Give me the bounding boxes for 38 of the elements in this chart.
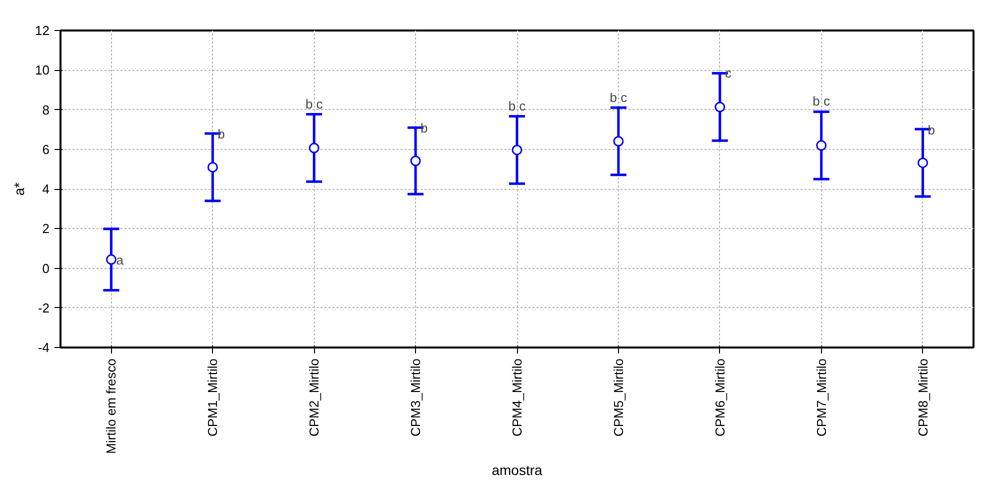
y-tick-label: 0 [42,260,50,276]
x-tick-label: CPM7_Mirtilo [814,358,829,437]
point [308,142,320,154]
y-tick-label: 2 [42,221,50,236]
annotation: b c [508,98,526,114]
point [816,140,827,151]
y-tick-label: 6 [42,142,50,157]
point [207,162,218,172]
y-tick-label: 10 [35,62,50,78]
y-tick-label: -4 [38,340,50,355]
x-tick-label: CPM2_Mirtilo [306,358,322,437]
point [512,144,522,156]
annotation: b [928,122,936,138]
x-tick-label: CPM8_Mirtilo [915,358,930,437]
y-tick-label: 8 [42,102,50,118]
x-tick-label: CPM1_Mirtilo [205,358,220,437]
point [918,158,928,168]
x-tick-label: Mirtilo em fresco [104,358,119,454]
x-axis-title: amostra [492,462,542,478]
annotation: b c [812,94,831,109]
point [106,254,116,265]
annotation: c [724,66,732,81]
annotation: b c [305,96,324,112]
y-tick-label: -2 [38,300,50,316]
annotation: b c [610,90,628,105]
x-tick-label: CPM4_Mirtilo [510,358,524,437]
annotation: b [420,120,428,136]
annotation: a [116,252,124,268]
x-tick-label: CPM6_Mirtilo [712,358,728,437]
point [410,156,421,166]
y-axis-title: a* [11,182,28,196]
y-tick-label: 12 [35,23,50,38]
point [714,102,726,112]
x-tick-label: CPM5_Mirtilo [610,358,626,437]
y-tick-label: 4 [42,182,50,196]
x-tick-label: CPM3_Mirtilo [408,358,424,437]
annotation: b [218,126,225,142]
point [613,136,624,146]
